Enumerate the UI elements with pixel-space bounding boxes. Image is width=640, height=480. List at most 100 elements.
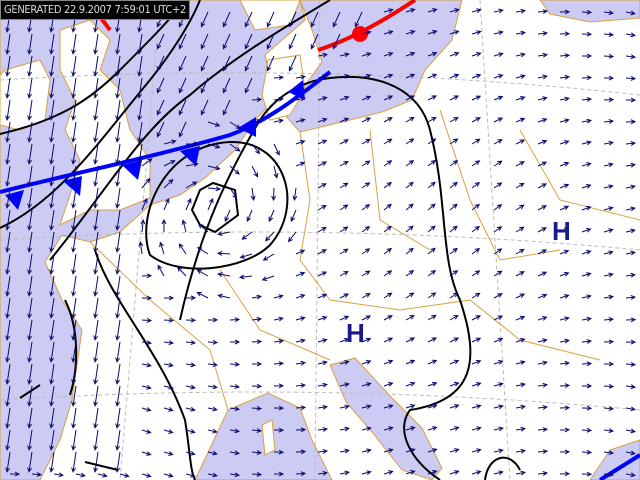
wind-arrow [27, 77, 33, 99]
isobar [179, 75, 472, 480]
wind-arrow [493, 226, 503, 233]
wind-arrow [559, 294, 570, 299]
wind-arrow [115, 451, 121, 473]
wind-arrow [493, 74, 504, 79]
wind-arrow [537, 470, 549, 476]
wind-arrow [427, 138, 437, 145]
wind-arrow [141, 451, 152, 456]
wind-arrow [27, 55, 33, 77]
wind-arrow [137, 33, 143, 55]
wind-arrow [49, 385, 55, 407]
wind-arrow [93, 187, 99, 209]
wind-arrow [5, 363, 11, 385]
wind-arrow [5, 99, 11, 121]
wind-arrow [49, 143, 55, 165]
wind-arrow [71, 297, 77, 319]
wind-arrow [405, 30, 416, 35]
wind-arrow [603, 97, 615, 103]
wind-arrow [229, 165, 240, 175]
wind-arrow [185, 340, 197, 345]
wind-arrow [244, 33, 253, 50]
wind-arrow [449, 381, 460, 387]
wind-arrow [405, 138, 415, 145]
wind-arrow [71, 121, 77, 143]
wind-arrow [295, 118, 306, 123]
wind-arrow [383, 95, 394, 101]
wind-arrow [493, 182, 503, 189]
wind-arrow [71, 363, 77, 385]
wind-arrow [449, 95, 460, 101]
wind-arrow [5, 407, 11, 429]
wind-arrow [427, 159, 437, 167]
wind-arrow [427, 269, 437, 277]
wind-arrow [625, 250, 636, 256]
baltic-sea [281, 0, 463, 133]
wind-arrow [493, 204, 503, 211]
wind-arrow [449, 470, 460, 475]
wind-arrow [141, 197, 148, 211]
wind-arrow [273, 383, 285, 389]
wind-arrow [405, 426, 416, 431]
wind-arrow [625, 119, 637, 125]
cold-front-triangle [63, 176, 82, 196]
wind-arrow [361, 117, 372, 123]
wind-arrow [156, 33, 165, 50]
wind-arrow [5, 55, 11, 77]
wind-arrow [405, 381, 416, 387]
wind-arrow [27, 165, 33, 187]
wind-arrow [603, 383, 615, 389]
wind-arrow [200, 11, 209, 28]
wind-arrow [559, 53, 571, 59]
wind-arrow [537, 382, 549, 388]
wind-arrow [427, 181, 436, 189]
isobar [84, 461, 119, 471]
wind-arrow [625, 32, 636, 38]
wind-arrow [493, 404, 504, 410]
wind-arrow [317, 227, 327, 233]
wind-arrow [449, 426, 460, 431]
wind-arrow [317, 315, 328, 321]
wind-arrow [537, 227, 547, 233]
wind-arrow [93, 429, 99, 451]
wind-arrow [383, 382, 394, 387]
wind-arrow [207, 428, 218, 434]
wind-arrow [581, 227, 592, 233]
wind-arrow [27, 275, 33, 297]
wind-arrow [449, 30, 460, 35]
wind-arrow [141, 362, 152, 368]
wind-arrow [27, 363, 33, 385]
wind-arrow [449, 247, 458, 255]
wind-arrow [559, 471, 571, 477]
wind-arrow [383, 181, 393, 189]
wind-arrow [287, 231, 297, 243]
wind-arrow [339, 382, 350, 388]
wind-arrow [383, 359, 394, 365]
wind-arrow [178, 33, 187, 50]
wind-arrow [339, 182, 349, 189]
wind-arrow [75, 472, 86, 478]
wind-arrow [515, 382, 526, 388]
wind-arrow [163, 384, 174, 390]
wind-arrow [93, 319, 99, 341]
wind-arrow [251, 405, 263, 411]
wind-arrow [361, 337, 372, 343]
wind-arrow [71, 143, 77, 165]
wind-arrow [244, 55, 253, 72]
wind-arrow [471, 8, 482, 14]
wind-arrow [361, 248, 371, 255]
wind-arrow [581, 383, 593, 389]
wind-arrow [581, 294, 592, 300]
wind-arrow [405, 359, 416, 365]
wind-arrow [196, 291, 209, 299]
black-sea [589, 439, 640, 480]
wind-arrow [405, 116, 415, 123]
wind-arrow [115, 363, 121, 385]
wind-arrow [27, 407, 33, 429]
cold-front-segment [598, 453, 640, 480]
wind-arrow [427, 426, 438, 431]
wind-arrow [163, 197, 170, 211]
wind-arrow [339, 270, 349, 277]
wind-arrow [241, 231, 253, 240]
wind-arrow [383, 117, 393, 123]
wind-arrow [471, 73, 482, 79]
